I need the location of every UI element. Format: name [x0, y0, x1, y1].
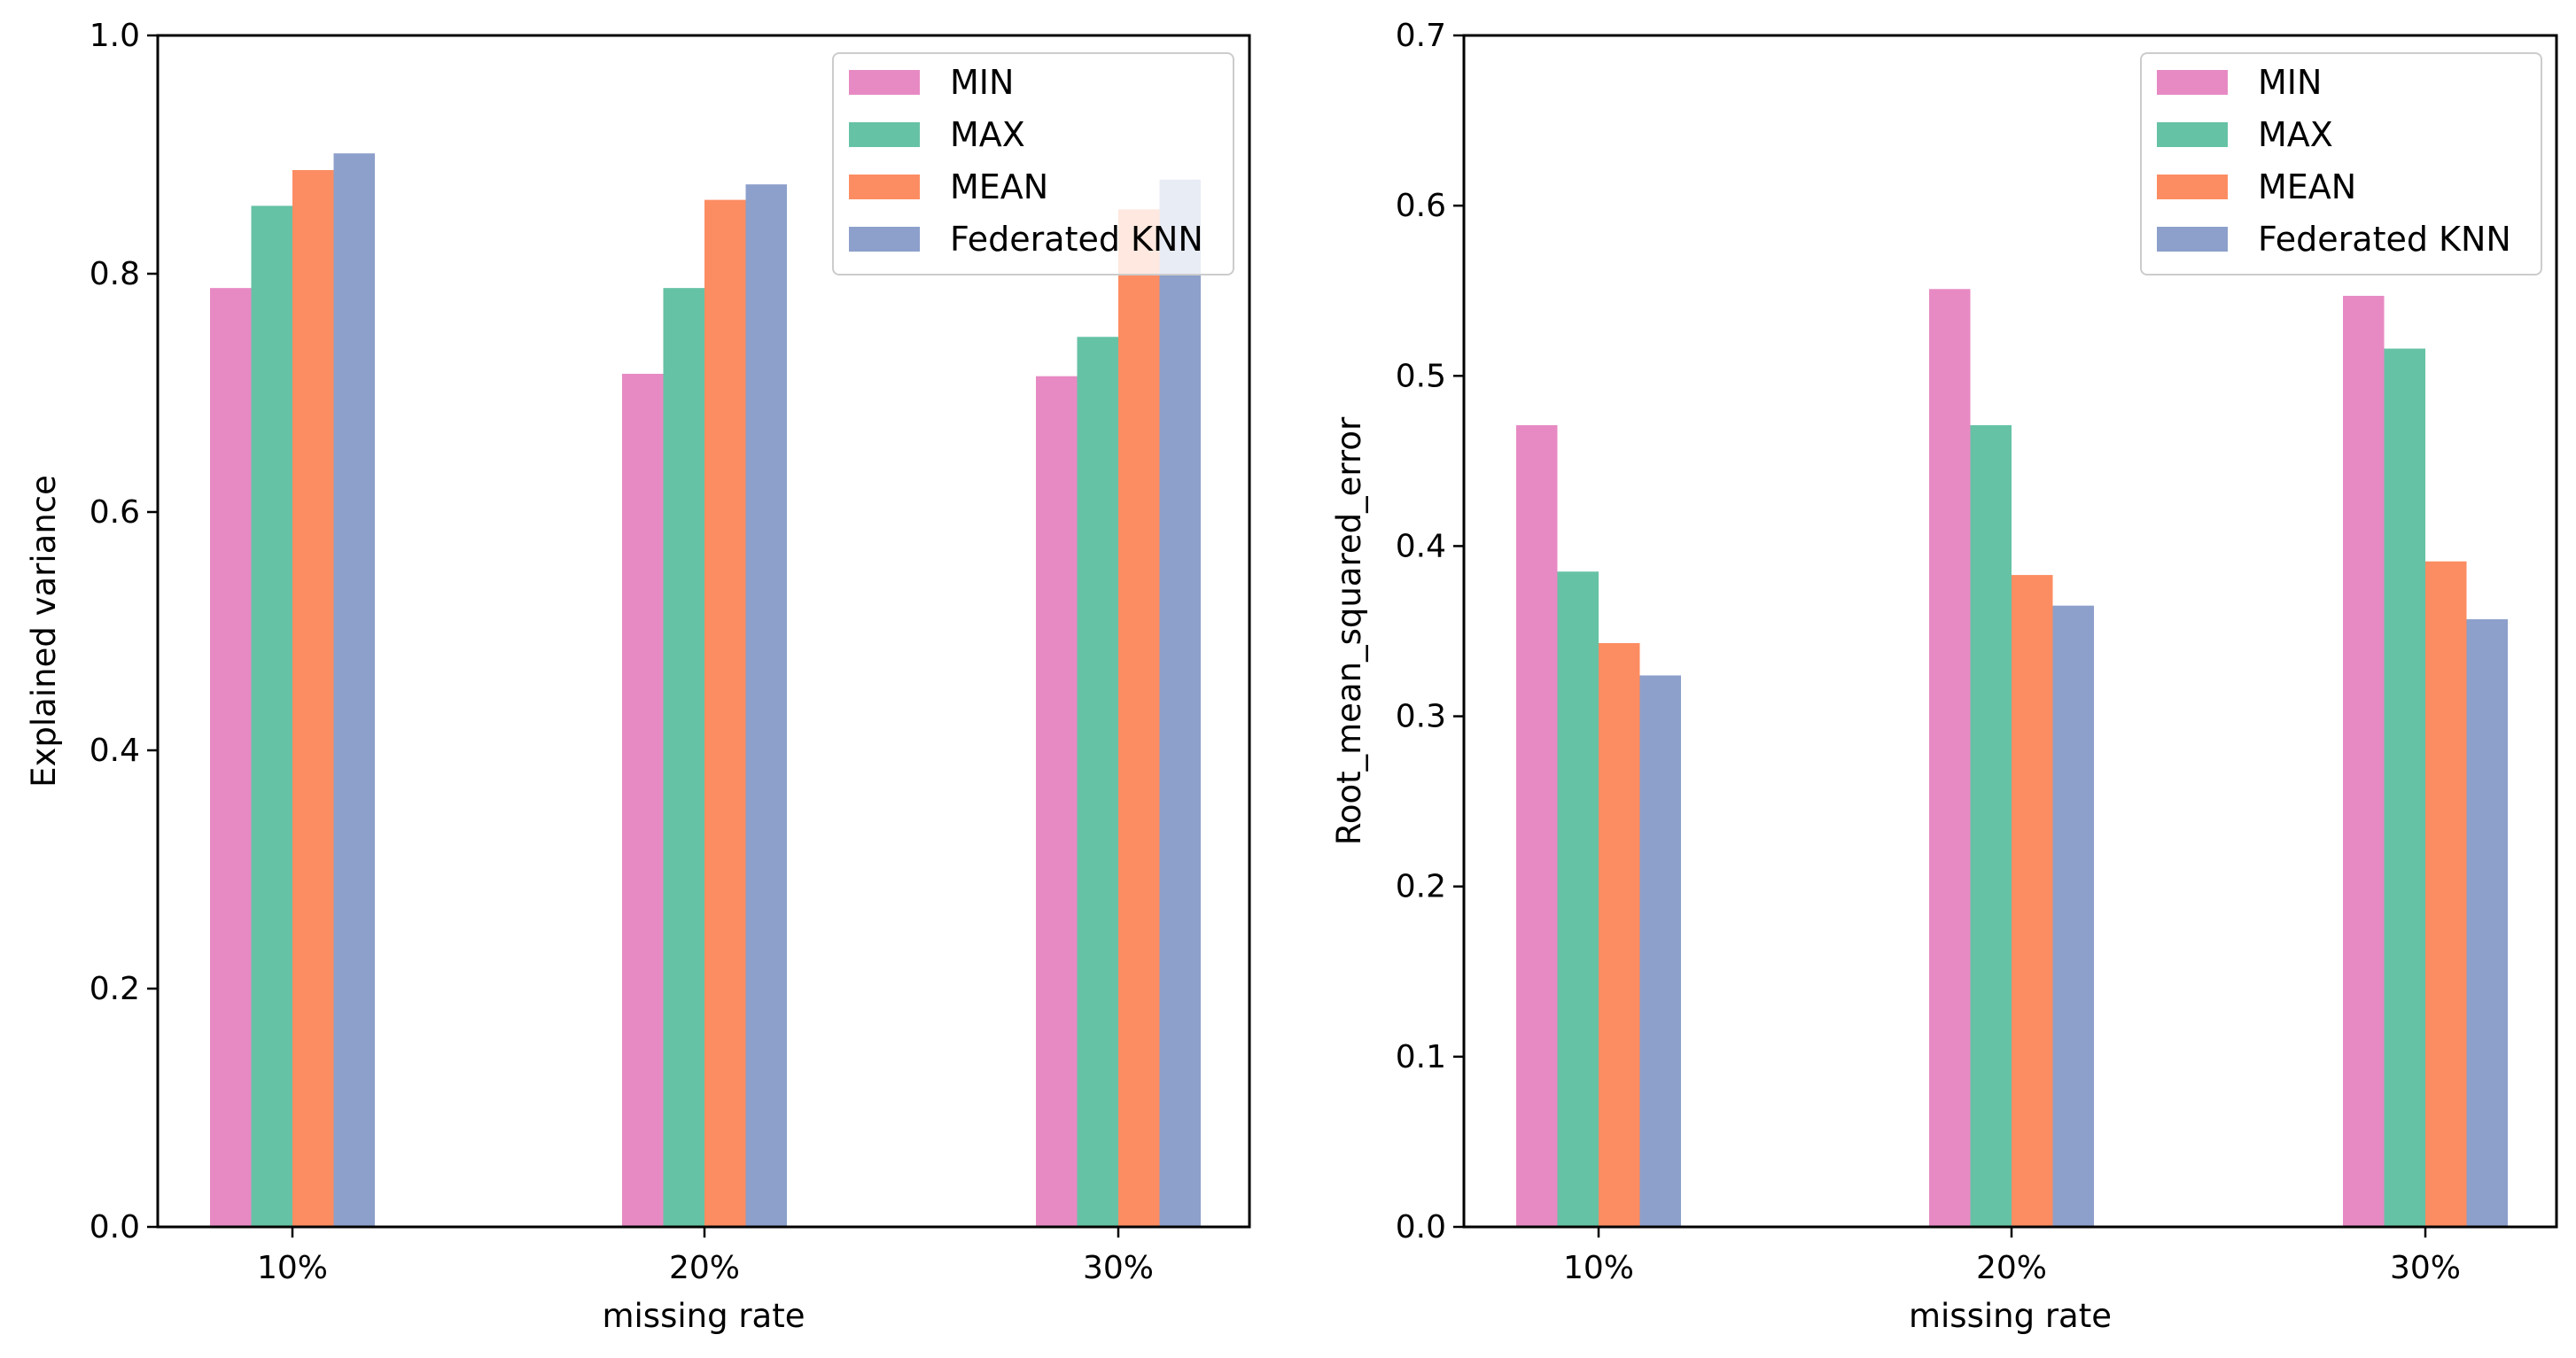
axes-frame	[1462, 34, 2558, 1229]
legend-label: MAX	[950, 115, 1025, 154]
chart-panel-2: 0.0 0.1 0.2 0.3 0.4 0.5 0.6 0.7 10% 20% 30% missing…	[1330, 18, 2558, 1335]
legend: MIN MAX MEAN Federated KNN	[832, 52, 1234, 275]
bar-federated-knn-30pct	[2466, 619, 2508, 1227]
y-tick-label: 0.6	[1396, 188, 1446, 224]
x-tick-label: 20%	[1976, 1250, 2047, 1286]
bar-max-20pct	[1970, 425, 2012, 1227]
bar-federated-knn-10pct	[1639, 675, 1681, 1227]
y-tick-label: 0.3	[1396, 699, 1446, 735]
legend-swatch-federated-knn	[2157, 227, 2228, 252]
bar-federated-knn-20pct	[2052, 605, 2094, 1227]
bar-min-20pct	[622, 373, 664, 1228]
x-tick-label: 20%	[669, 1250, 740, 1286]
legend-swatch-min	[2157, 70, 2228, 95]
bar-mean-10pct	[1599, 642, 1640, 1227]
bar-federated-knn-20pct	[745, 184, 787, 1228]
bar-mean-20pct	[704, 199, 746, 1228]
bar-max-10pct	[1557, 571, 1599, 1227]
legend-swatch-federated-knn	[849, 227, 920, 252]
y-tick-label: 0.2	[1396, 869, 1446, 905]
legend-label: MEAN	[2258, 167, 2356, 206]
bar-mean-20pct	[2012, 575, 2053, 1227]
bar-federated-knn-30pct	[1159, 179, 1201, 1228]
bar-min-10pct	[1516, 425, 1558, 1227]
legend-swatch-max	[849, 122, 920, 147]
bar-max-10pct	[251, 206, 292, 1228]
y-tick-label: 1.0	[89, 18, 140, 54]
y-tick-label: 0.5	[1396, 358, 1446, 394]
bar-max-30pct	[1077, 337, 1118, 1227]
legend-label: MIN	[950, 63, 1014, 102]
x-tick-label: 30%	[2390, 1250, 2461, 1286]
legend-swatch-min	[849, 70, 920, 95]
y-tick-label: 0.1	[1396, 1039, 1446, 1075]
legend-swatch-mean	[849, 175, 920, 199]
legend-swatch-mean	[2157, 175, 2228, 199]
bar-max-30pct	[2384, 348, 2425, 1227]
x-tick-label: 10%	[257, 1250, 328, 1286]
legend-box	[2140, 52, 2542, 275]
y-tick-label: 0.8	[89, 256, 140, 292]
x-axis-title: missing rate	[602, 1297, 805, 1335]
chart-panel-1: 0.0 0.2 0.4 0.6 0.8 1.0 10% 20% 30% missing rate E…	[25, 18, 1251, 1335]
bar-max-20pct	[663, 288, 704, 1227]
y-tick-label: 0.0	[1396, 1209, 1446, 1245]
legend-label: MIN	[2258, 63, 2322, 102]
bar-min-20pct	[1929, 289, 1971, 1227]
bar-mean-10pct	[292, 169, 334, 1228]
bar-min-10pct	[210, 288, 252, 1227]
legend-label: Federated KNN	[950, 220, 1203, 259]
y-tick-label: 0.2	[89, 971, 140, 1007]
bar-federated-knn-10pct	[333, 153, 375, 1227]
x-tick-label: 10%	[1563, 1250, 1634, 1286]
legend-swatch-max	[2157, 122, 2228, 147]
y-axis-title: Root_mean_squared_error	[1330, 416, 1368, 845]
bar-min-30pct	[1036, 376, 1078, 1227]
bar-mean-30pct	[1118, 209, 1160, 1227]
y-tick-label: 0.6	[89, 494, 140, 531]
legend: MIN MAX MEAN Federated KNN	[2140, 52, 2542, 275]
y-axis-title: Explained variance	[25, 475, 63, 788]
y-tick-label: 0.4	[89, 733, 140, 769]
y-tick-label: 0.7	[1396, 18, 1446, 54]
x-tick-label: 30%	[1083, 1250, 1154, 1286]
bar-min-30pct	[2343, 295, 2385, 1228]
legend-label: MEAN	[950, 167, 1048, 206]
legend-label: Federated KNN	[2258, 220, 2511, 259]
y-tick-label: 0.4	[1396, 528, 1446, 564]
x-axis-title: missing rate	[1909, 1297, 2112, 1335]
legend-box	[832, 52, 1234, 275]
y-tick-label: 0.0	[89, 1209, 140, 1245]
bar-mean-30pct	[2425, 561, 2467, 1227]
legend-label: MAX	[2258, 115, 2333, 154]
